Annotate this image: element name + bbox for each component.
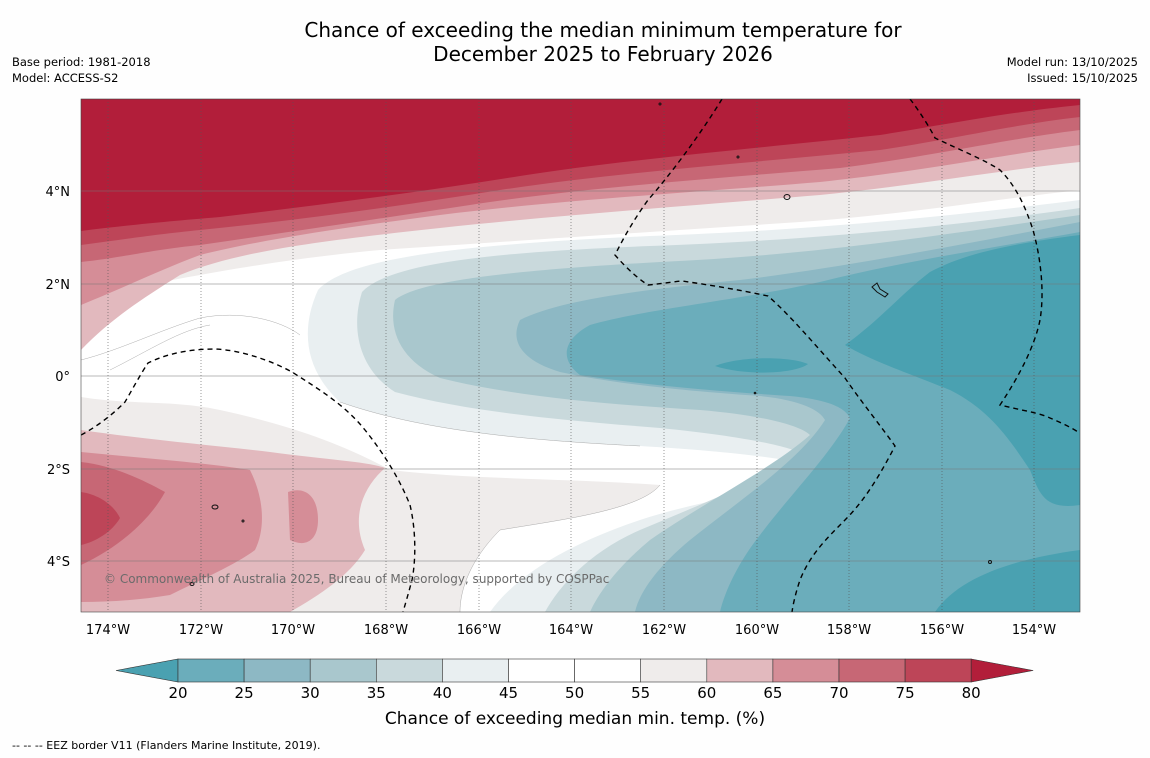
model-run-text: Model run: 13/10/2025 — [1006, 55, 1138, 69]
colorbar-swatch — [772, 658, 840, 683]
eez-borders — [81, 99, 1079, 612]
band-above-80-north — [81, 99, 1080, 231]
lat-label: 0° — [55, 370, 70, 385]
title-line-1: Chance of exceeding the median minimum t… — [304, 18, 902, 42]
lon-label: 156°W — [920, 623, 964, 638]
lon-label: 154°W — [1012, 623, 1056, 638]
lat-label: 2°S — [47, 463, 70, 478]
contour-lines — [81, 314, 661, 612]
lon-label: 166°W — [457, 623, 501, 638]
colorbar-tick-label: 45 — [498, 684, 519, 702]
lon-label: 162°W — [642, 623, 686, 638]
colorbar-swatch — [706, 658, 774, 683]
colorbar-tick-label: 55 — [631, 684, 651, 702]
lat-axis: 4°N 2°N 0° 2°S 4°S — [46, 185, 71, 570]
band-75-80-south — [81, 492, 120, 545]
band-below-20 — [845, 235, 1080, 506]
lon-label: 168°W — [364, 623, 408, 638]
islands — [189, 102, 992, 586]
metadata-right: Model run: 13/10/2025 Issued: 15/10/2025 — [1007, 54, 1138, 86]
lat-label: 4°N — [46, 185, 71, 200]
band-below-20-center — [715, 358, 808, 373]
lat-label: 2°N — [46, 278, 71, 293]
base-period-text: Base period: 1981-2018 — [12, 55, 151, 69]
colorbar-tick-label: 65 — [763, 684, 783, 702]
model-text: Model: ACCESS-S2 — [12, 71, 119, 85]
colorbar-swatch — [243, 658, 311, 683]
colorbar-label: Chance of exceeding median min. temp. (%… — [384, 709, 766, 729]
colorbar-swatch — [904, 658, 972, 683]
issued-text: Issued: 15/10/2025 — [1027, 71, 1138, 85]
lon-axis: 174°W 172°W 170°W 168°W 166°W 164°W 162°… — [86, 623, 1056, 638]
colorbar-swatch — [375, 658, 443, 683]
colorbar-swatch — [640, 658, 708, 683]
colorbar-extend-high — [970, 658, 1034, 683]
colorbar-tick-label: 25 — [234, 684, 254, 702]
chart-title: Chance of exceeding the median minimum t… — [0, 18, 1150, 66]
lon-label: 158°W — [827, 623, 871, 638]
colorbar-tick-label: 70 — [829, 684, 849, 702]
eez-footnote: -- -- -- EEZ border V11 (Flanders Marine… — [12, 739, 321, 752]
colorbar-tick-label: 35 — [366, 684, 386, 702]
lon-label: 164°W — [549, 623, 593, 638]
band-65-70-blob — [288, 490, 318, 544]
colorbar-swatch — [442, 658, 509, 683]
lat-label: 4°S — [47, 555, 70, 570]
lon-label: 172°W — [179, 623, 223, 638]
map-frame — [80, 98, 1081, 613]
colorbar-tick-label: 40 — [432, 684, 452, 702]
colorbar-swatch — [508, 658, 575, 683]
lon-label: 160°W — [735, 623, 779, 638]
colorbar-tick-label: 60 — [697, 684, 717, 702]
lon-label: 174°W — [86, 623, 130, 638]
title-line-2: December 2025 to February 2026 — [433, 42, 773, 66]
colorbar-swatch — [309, 658, 377, 683]
metadata-left: Base period: 1981-2018 Model: ACCESS-S2 — [12, 54, 151, 86]
band-70-75-south — [81, 462, 165, 565]
colorbar-tick-label: 80 — [961, 684, 981, 702]
colorbar-swatch — [177, 658, 245, 683]
graticule — [81, 190, 1080, 562]
colorbar-tick-label: 75 — [895, 684, 915, 702]
colorbar — [115, 658, 1034, 683]
colorbar-tick-label: 50 — [565, 684, 585, 702]
map-fill — [81, 99, 1080, 612]
lon-label: 170°W — [271, 623, 315, 638]
colorbar-extend-low — [115, 658, 179, 683]
colorbar-tick-label: 20 — [168, 684, 188, 702]
colorbar-swatch — [574, 658, 641, 683]
copyright-credit: © Commonwealth of Australia 2025, Bureau… — [104, 572, 610, 586]
colorbar-tick-label: 30 — [300, 684, 320, 702]
band-below-20-south — [935, 550, 1080, 612]
colorbar-swatch — [838, 658, 906, 683]
